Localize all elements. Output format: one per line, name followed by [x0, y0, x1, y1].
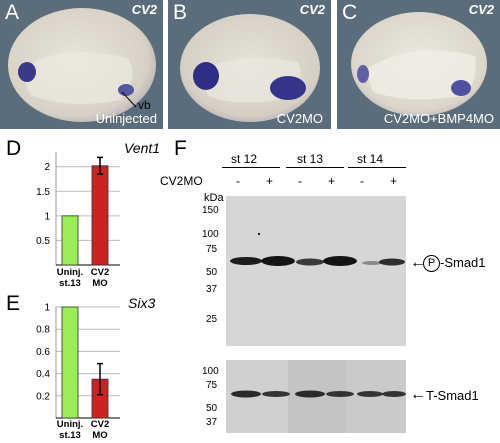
panel-a: A CV2 vb Uninjected — [0, 0, 163, 129]
y-tick-label: 1 — [44, 211, 50, 222]
lane-sign-6: + — [390, 174, 398, 188]
panel-letter-a: A — [5, 1, 20, 24]
panel-letter-c: C — [342, 1, 358, 24]
panel-letter-e: E — [6, 292, 21, 315]
stage-label-12: st 12 — [231, 152, 258, 166]
bar — [61, 306, 79, 419]
category-label: st.13 — [59, 278, 81, 289]
marker-label-b: CV2 — [299, 2, 325, 17]
marker-label-a: CV2 — [131, 2, 157, 17]
blot-top-bands — [226, 196, 406, 346]
top-band-label: -Smad1 — [440, 255, 486, 270]
treatment-label: CV2MO — [160, 174, 203, 188]
bottom-band-label: T-Smad1 — [426, 388, 479, 403]
marker-bottom-50: 50 — [206, 403, 218, 414]
blot-bottom-panel — [226, 360, 406, 433]
marker-label-c: CV2 — [468, 2, 494, 17]
category-label: st.13 — [59, 430, 81, 441]
lane-sign-5: - — [360, 174, 364, 188]
y-tick-label: 0.2 — [36, 391, 50, 402]
panel-letter-d: D — [6, 137, 22, 160]
stage-bracket-14 — [348, 167, 406, 168]
embryo-image-b — [180, 14, 320, 122]
marker-50: 50 — [206, 267, 218, 278]
marker-bottom-100: 100 — [202, 366, 219, 377]
y-tick-label: 0.4 — [36, 369, 50, 380]
y-tick-label: 2 — [44, 162, 50, 173]
marker-bottom-37: 37 — [206, 417, 218, 428]
category-label: Uninj. — [57, 419, 83, 430]
stage-bracket-13 — [286, 167, 344, 168]
panel-letter-f: F — [174, 137, 187, 160]
lane-sign-2: + — [266, 174, 274, 188]
gene-label-six3: Six3 — [128, 295, 156, 311]
bar — [61, 215, 79, 266]
bar — [91, 165, 109, 266]
kda-unit-label: kDa — [204, 192, 224, 204]
lane-sign-4: + — [328, 174, 336, 188]
marker-37: 37 — [206, 284, 218, 295]
marker-150: 150 — [202, 205, 219, 216]
blot-bottom-bands — [226, 360, 406, 433]
y-tick-label: 1 — [44, 303, 50, 314]
marker-100: 100 — [202, 229, 219, 240]
category-label: CV2 — [91, 419, 109, 430]
category-label: Uninj. — [57, 267, 83, 278]
panel-c: C CV2 CV2MO+BMP4MO — [337, 0, 500, 129]
embryo-image-a — [8, 8, 156, 122]
panel-letter-b: B — [173, 1, 188, 24]
panel-b: B CV2 CV2MO — [168, 0, 331, 129]
category-label: MO — [92, 430, 107, 441]
stage-label-14: st 14 — [357, 152, 384, 166]
category-label: CV2 — [91, 267, 109, 278]
bar — [91, 378, 109, 419]
gene-label-vent1: Vent1 — [124, 140, 161, 156]
stage-label-13: st 13 — [297, 152, 324, 166]
blot-top-panel — [226, 196, 406, 346]
embryo-image-c — [351, 12, 487, 116]
phospho-circle-icon: P — [423, 255, 440, 272]
lane-sign-3: - — [298, 174, 302, 188]
category-label: MO — [92, 278, 107, 289]
marker-bottom-75: 75 — [206, 380, 218, 391]
y-tick-label: 0.5 — [36, 236, 50, 247]
bottom-band-arrow: ← — [410, 386, 426, 403]
condition-label-b: CV2MO — [276, 111, 323, 126]
y-tick-label: 1.5 — [36, 187, 50, 198]
y-tick-label: 0.6 — [36, 347, 50, 358]
y-tick-label: 0.8 — [36, 325, 50, 336]
top-band-arrow: ← — [410, 254, 426, 271]
condition-label-c: CV2MO+BMP4MO — [383, 111, 494, 126]
condition-label-a: Uninjected — [95, 111, 157, 126]
vb-annotation: vb — [138, 98, 151, 112]
lane-sign-1: - — [236, 174, 240, 188]
marker-25: 25 — [206, 314, 218, 325]
marker-75: 75 — [206, 244, 218, 255]
stage-bracket-12 — [222, 167, 280, 168]
